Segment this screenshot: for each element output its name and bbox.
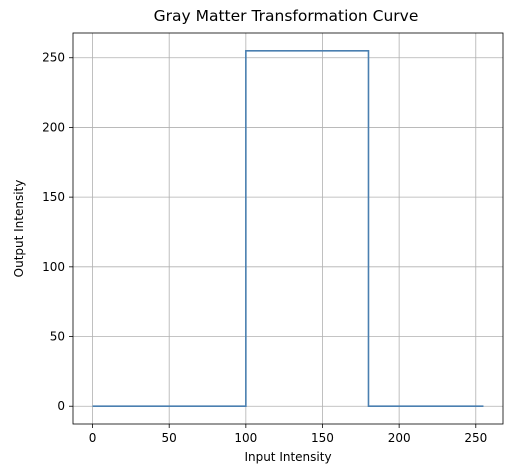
chart-title: Gray Matter Transformation Curve bbox=[154, 7, 419, 25]
y-axis-title: Output Intensity bbox=[12, 180, 26, 278]
grid-layer bbox=[73, 33, 503, 424]
y-tick-label: 150 bbox=[42, 190, 65, 204]
series-line-0 bbox=[92, 49, 484, 408]
y-tick-label: 250 bbox=[42, 51, 65, 65]
x-tick-label: 150 bbox=[311, 431, 334, 445]
ticks-layer: 0 50 100 150 200 250 0 50 100 150 200 250 bbox=[42, 51, 487, 445]
plot-frame bbox=[72, 32, 504, 425]
x-axis-title: Input Intensity bbox=[244, 450, 331, 464]
x-tick-label: 200 bbox=[388, 431, 411, 445]
y-tick-label: 100 bbox=[42, 260, 65, 274]
y-tick-label: 50 bbox=[50, 330, 65, 344]
x-tick-label: 100 bbox=[234, 431, 257, 445]
y-tick-label: 0 bbox=[57, 399, 65, 413]
x-tick-label: 250 bbox=[464, 431, 487, 445]
series-layer bbox=[92, 49, 484, 408]
y-tick-label: 200 bbox=[42, 120, 65, 134]
x-tick-label: 0 bbox=[89, 431, 97, 445]
x-tick-label: 50 bbox=[162, 431, 177, 445]
